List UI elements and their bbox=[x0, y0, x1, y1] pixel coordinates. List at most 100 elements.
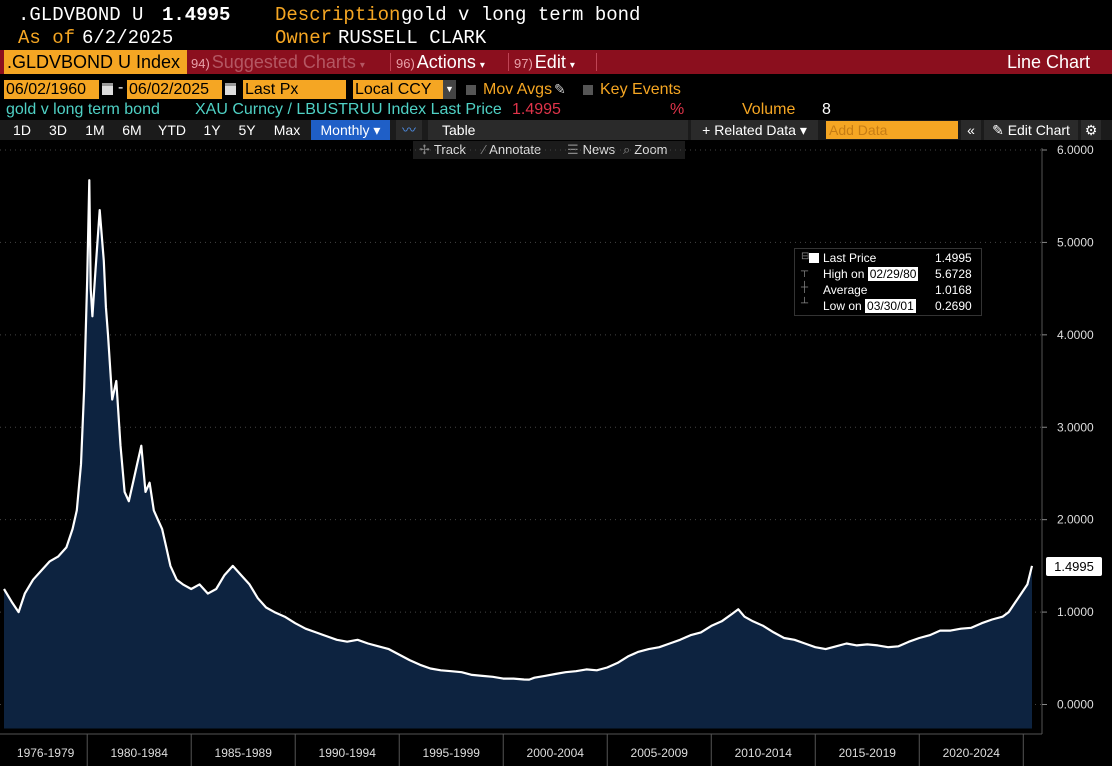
edit-menu[interactable]: 97) Edit ▾ bbox=[514, 50, 575, 74]
volume-value: 8 bbox=[822, 101, 831, 118]
average-label: Average bbox=[823, 283, 868, 297]
range-max[interactable]: Max bbox=[273, 122, 301, 138]
x-tick-label: 1995-1999 bbox=[423, 746, 481, 760]
low-marker-icon: ┴ bbox=[801, 298, 809, 309]
mov-avgs-checkbox[interactable] bbox=[466, 85, 476, 95]
crosshair-icon: ✢ bbox=[419, 142, 430, 157]
range-3d[interactable]: 3D bbox=[49, 122, 67, 138]
add-data-input[interactable]: Add Data bbox=[826, 121, 958, 139]
edit-chart-button[interactable]: ✎ Edit Chart bbox=[984, 120, 1078, 140]
y-tick-label: 4.0000 bbox=[1057, 328, 1094, 342]
range-1y[interactable]: 1Y bbox=[203, 122, 221, 138]
news-button[interactable]: ☰ News bbox=[567, 141, 615, 159]
field-select[interactable]: Last Px bbox=[243, 80, 346, 99]
low-date: 03/30/01 bbox=[865, 299, 916, 313]
calendar-icon[interactable] bbox=[102, 83, 113, 95]
y-tick-label: 5.0000 bbox=[1057, 235, 1094, 249]
description-label: Description bbox=[275, 4, 401, 26]
magnifier-icon: ⌕ bbox=[623, 142, 631, 157]
range-ytd[interactable]: YTD bbox=[158, 122, 186, 138]
suggested-label: Suggested Charts bbox=[211, 52, 356, 72]
related-data-menu[interactable]: + Related Data ▾ bbox=[691, 120, 818, 140]
index-security-field[interactable]: .GLDVBOND U Index bbox=[4, 50, 187, 74]
owner-label: Owner bbox=[275, 27, 333, 49]
actions-label: Actions bbox=[416, 52, 476, 72]
date-range-dash: - bbox=[118, 79, 124, 96]
edit-chart-label: Edit Chart bbox=[1007, 122, 1070, 138]
actions-num: 96) bbox=[396, 56, 415, 71]
low-row: Low on 03/30/01 bbox=[823, 298, 916, 314]
high-label: High on bbox=[823, 267, 865, 281]
menu-divider bbox=[508, 53, 509, 71]
suggested-num: 94) bbox=[191, 56, 210, 71]
line-chart-icon[interactable]: 〰 bbox=[396, 120, 422, 140]
caret-down-icon: ▾ bbox=[359, 60, 365, 71]
header-price: 1.4995 bbox=[162, 4, 231, 26]
edit-label: Edit bbox=[534, 52, 566, 72]
owner-value: RUSSELL CLARK bbox=[338, 27, 487, 49]
series-line bbox=[3, 179, 1034, 681]
high-row: High on 02/29/80 bbox=[823, 266, 919, 282]
pencil-icon[interactable]: ✎ bbox=[554, 81, 566, 97]
key-events-label[interactable]: Key Events bbox=[600, 81, 681, 98]
x-tick-label: 2005-2009 bbox=[631, 746, 689, 760]
start-date-input[interactable]: 06/02/1960 bbox=[4, 80, 99, 99]
series-area bbox=[4, 180, 1032, 729]
last-price-value: 1.4995 bbox=[935, 251, 972, 265]
range-1d[interactable]: 1D bbox=[13, 122, 31, 138]
ticker: .GLDVBOND U bbox=[18, 4, 144, 26]
view-title: Line Chart bbox=[1006, 52, 1090, 72]
header: .GLDVBOND U 1.4995 As of 6/2/2025 Descri… bbox=[0, 0, 1112, 50]
x-tick-label: 1980-1984 bbox=[111, 746, 169, 760]
pencil-icon: ∕ bbox=[483, 142, 486, 157]
x-tick-label: 1985-1989 bbox=[215, 746, 273, 760]
key-events-checkbox[interactable] bbox=[583, 85, 593, 95]
range-6m[interactable]: 6M bbox=[122, 122, 142, 138]
frequency-label: Monthly bbox=[320, 122, 370, 138]
track-label: Track bbox=[433, 142, 466, 157]
table-button[interactable]: Table bbox=[428, 120, 688, 140]
range-1m[interactable]: 1M bbox=[85, 122, 105, 138]
news-icon: ☰ bbox=[567, 142, 579, 157]
collapse-icon[interactable]: « bbox=[961, 120, 981, 140]
edit-num: 97) bbox=[514, 56, 533, 71]
menu-divider bbox=[596, 53, 597, 71]
range-5y[interactable]: 5Y bbox=[238, 122, 256, 138]
actions-menu[interactable]: 96) Actions ▾ bbox=[396, 50, 485, 74]
high-marker-icon: ┬ bbox=[801, 266, 809, 277]
line-chart[interactable]: 0.0000 1.0000 2.0000 3.0000 4.0000 5.0000 6.00… bbox=[0, 140, 1112, 766]
chart-stats-legend[interactable]: ⊟ Last Price 1.4995 ┬ High on 02/29/80 5… bbox=[794, 248, 982, 316]
frequency-select[interactable]: Monthly ▾ bbox=[311, 120, 390, 140]
chevron-down-icon[interactable]: ▼ bbox=[443, 80, 456, 99]
y-tick-label: 6.0000 bbox=[1057, 143, 1094, 157]
last-price-label: Last Price bbox=[823, 251, 877, 265]
chart-controls: 06/02/1960 - 06/02/2025 Last Px Local CC… bbox=[0, 79, 1112, 100]
y-tick-label: 0.0000 bbox=[1057, 698, 1094, 712]
track-button[interactable]: ✢ Track bbox=[419, 141, 466, 159]
currency-select[interactable]: Local CCY bbox=[353, 80, 443, 99]
collapse-icon[interactable]: ⊟ bbox=[801, 251, 810, 262]
x-tick-label: 2015-2019 bbox=[839, 746, 897, 760]
x-tick-label: 2000-2004 bbox=[527, 746, 585, 760]
gear-icon[interactable]: ⚙ bbox=[1081, 120, 1101, 140]
end-date-input[interactable]: 06/02/2025 bbox=[127, 80, 222, 99]
mov-avgs-label[interactable]: Mov Avgs bbox=[483, 81, 553, 98]
calendar-icon[interactable] bbox=[225, 83, 236, 95]
y-tick-label: 3.0000 bbox=[1057, 420, 1094, 434]
average-value: 1.0168 bbox=[935, 283, 972, 297]
low-value: 0.2690 bbox=[935, 299, 972, 313]
description-value: gold v long term bond bbox=[401, 4, 641, 26]
series-last-value: 1.4995 bbox=[512, 101, 561, 118]
x-tick-label: 1976-1979 bbox=[17, 746, 75, 760]
y-tick-label: 1.0000 bbox=[1057, 605, 1094, 619]
series-legend-row: gold v long term bond XAU Curncy / LBUST… bbox=[0, 101, 1112, 119]
related-data-label: Related Data bbox=[714, 122, 796, 138]
as-of-value: 6/2/2025 bbox=[82, 27, 174, 49]
chart-subtoolbar: ✢ Track ∕ Annotate ☰ News ⌕ Zoom bbox=[413, 141, 685, 159]
high-value: 5.6728 bbox=[935, 267, 972, 281]
suggested-charts-menu[interactable]: 94) Suggested Charts ▾ bbox=[191, 50, 365, 74]
x-tick-label: 2020-2024 bbox=[943, 746, 1001, 760]
x-tick-label: 2010-2014 bbox=[735, 746, 793, 760]
caret-down-icon: ▾ bbox=[479, 60, 485, 71]
series-pct: % bbox=[670, 101, 685, 118]
